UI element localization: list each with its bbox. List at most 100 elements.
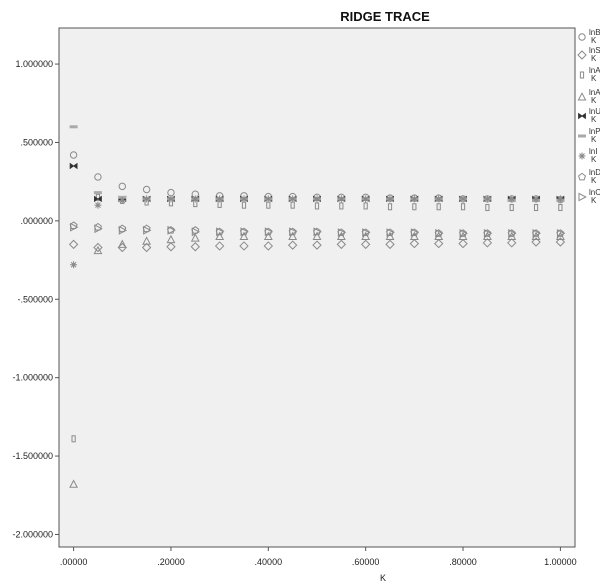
data-point — [433, 238, 444, 249]
data-point — [166, 242, 176, 252]
data-point — [68, 239, 79, 250]
data-point — [118, 196, 126, 204]
data-point — [216, 227, 225, 237]
data-point — [385, 239, 395, 250]
y-axis: 1.000000 .500000 .000000 -.500000 -1.000000 -… — [12, 59, 59, 539]
data-point — [69, 479, 79, 488]
y-tick-label: -1.000000 — [12, 373, 53, 383]
data-point — [141, 242, 152, 253]
data-point — [483, 228, 493, 238]
legend-marker — [578, 134, 586, 138]
legend-sublabel: K — [591, 54, 597, 63]
data-point — [509, 204, 514, 212]
legend-sublabel: K — [591, 36, 597, 45]
legend-marker — [578, 33, 586, 41]
data-point — [214, 241, 225, 251]
x-tick-label: .40000 — [255, 557, 283, 567]
data-point — [240, 195, 248, 203]
data-point — [507, 238, 517, 248]
data-point — [483, 195, 491, 203]
data-point — [264, 227, 274, 237]
data-point — [337, 228, 347, 238]
y-tick-label: 1.000000 — [15, 59, 53, 69]
data-point — [363, 202, 368, 210]
data-point — [71, 435, 76, 443]
data-point — [532, 228, 541, 238]
data-point — [313, 227, 322, 237]
data-point — [93, 191, 102, 195]
data-point — [459, 195, 467, 203]
data-point — [287, 240, 298, 250]
y-tick-label: -.500000 — [17, 294, 53, 304]
data-point — [313, 195, 321, 203]
data-point — [435, 228, 444, 238]
legend-label: lnC — [589, 188, 600, 197]
legend-label: lnA — [589, 88, 600, 97]
x-tick-label: .60000 — [352, 557, 380, 567]
data-point — [263, 241, 274, 251]
legend-label: lnA — [589, 66, 600, 75]
data-point — [531, 237, 541, 247]
data-points — [68, 125, 566, 488]
legend-marker — [577, 172, 587, 181]
legend-sublabel: K — [591, 96, 597, 105]
legend-label: lnI — [589, 147, 597, 156]
legend-marker — [577, 50, 587, 60]
data-point — [482, 238, 493, 248]
data-point — [337, 195, 345, 203]
data-point — [190, 242, 201, 252]
data-point — [142, 236, 152, 245]
legend-sublabel: K — [591, 176, 597, 185]
data-point — [69, 125, 78, 129]
legend-marker — [579, 71, 585, 79]
data-point — [190, 233, 200, 242]
data-point — [143, 195, 151, 203]
data-point — [508, 195, 516, 203]
data-point — [94, 195, 102, 203]
data-point — [436, 203, 441, 211]
legend-sublabel: K — [591, 74, 597, 83]
data-point — [117, 239, 127, 248]
legend-marker — [578, 112, 586, 120]
data-point — [485, 204, 490, 212]
data-point — [362, 195, 370, 203]
y-tick-label: -2.000000 — [12, 529, 53, 539]
data-point — [558, 204, 563, 212]
plot-area — [58, 27, 576, 548]
data-point — [216, 195, 224, 203]
data-point — [555, 237, 566, 247]
data-point — [386, 228, 395, 238]
data-point — [215, 231, 225, 241]
data-point — [314, 202, 320, 210]
data-point — [118, 225, 128, 235]
data-point — [191, 195, 199, 203]
data-point — [143, 225, 152, 235]
data-point — [409, 238, 420, 249]
data-point — [312, 240, 322, 250]
x-tick-label: .20000 — [157, 557, 185, 567]
y-tick-label: .000000 — [20, 216, 53, 226]
data-point — [264, 195, 272, 203]
data-point — [289, 195, 297, 203]
data-point — [336, 239, 347, 250]
data-point — [167, 225, 176, 235]
data-point — [93, 245, 103, 255]
y-tick-label: .500000 — [20, 137, 53, 147]
data-point — [69, 151, 78, 159]
legend-marker — [578, 152, 586, 160]
data-point — [191, 227, 201, 237]
data-point — [362, 228, 371, 238]
data-point — [387, 203, 393, 211]
x-tick-label: 1.00000 — [544, 557, 577, 567]
data-point — [556, 195, 564, 203]
y-tick-label: -1.500000 — [12, 451, 53, 461]
legend-sublabel: K — [591, 135, 597, 144]
data-point — [360, 239, 371, 250]
data-point — [460, 203, 466, 211]
legend-sublabel: K — [591, 155, 597, 164]
legend-label: lnD — [589, 168, 600, 177]
data-point — [386, 195, 394, 203]
data-point — [239, 231, 249, 241]
data-point — [533, 204, 539, 212]
